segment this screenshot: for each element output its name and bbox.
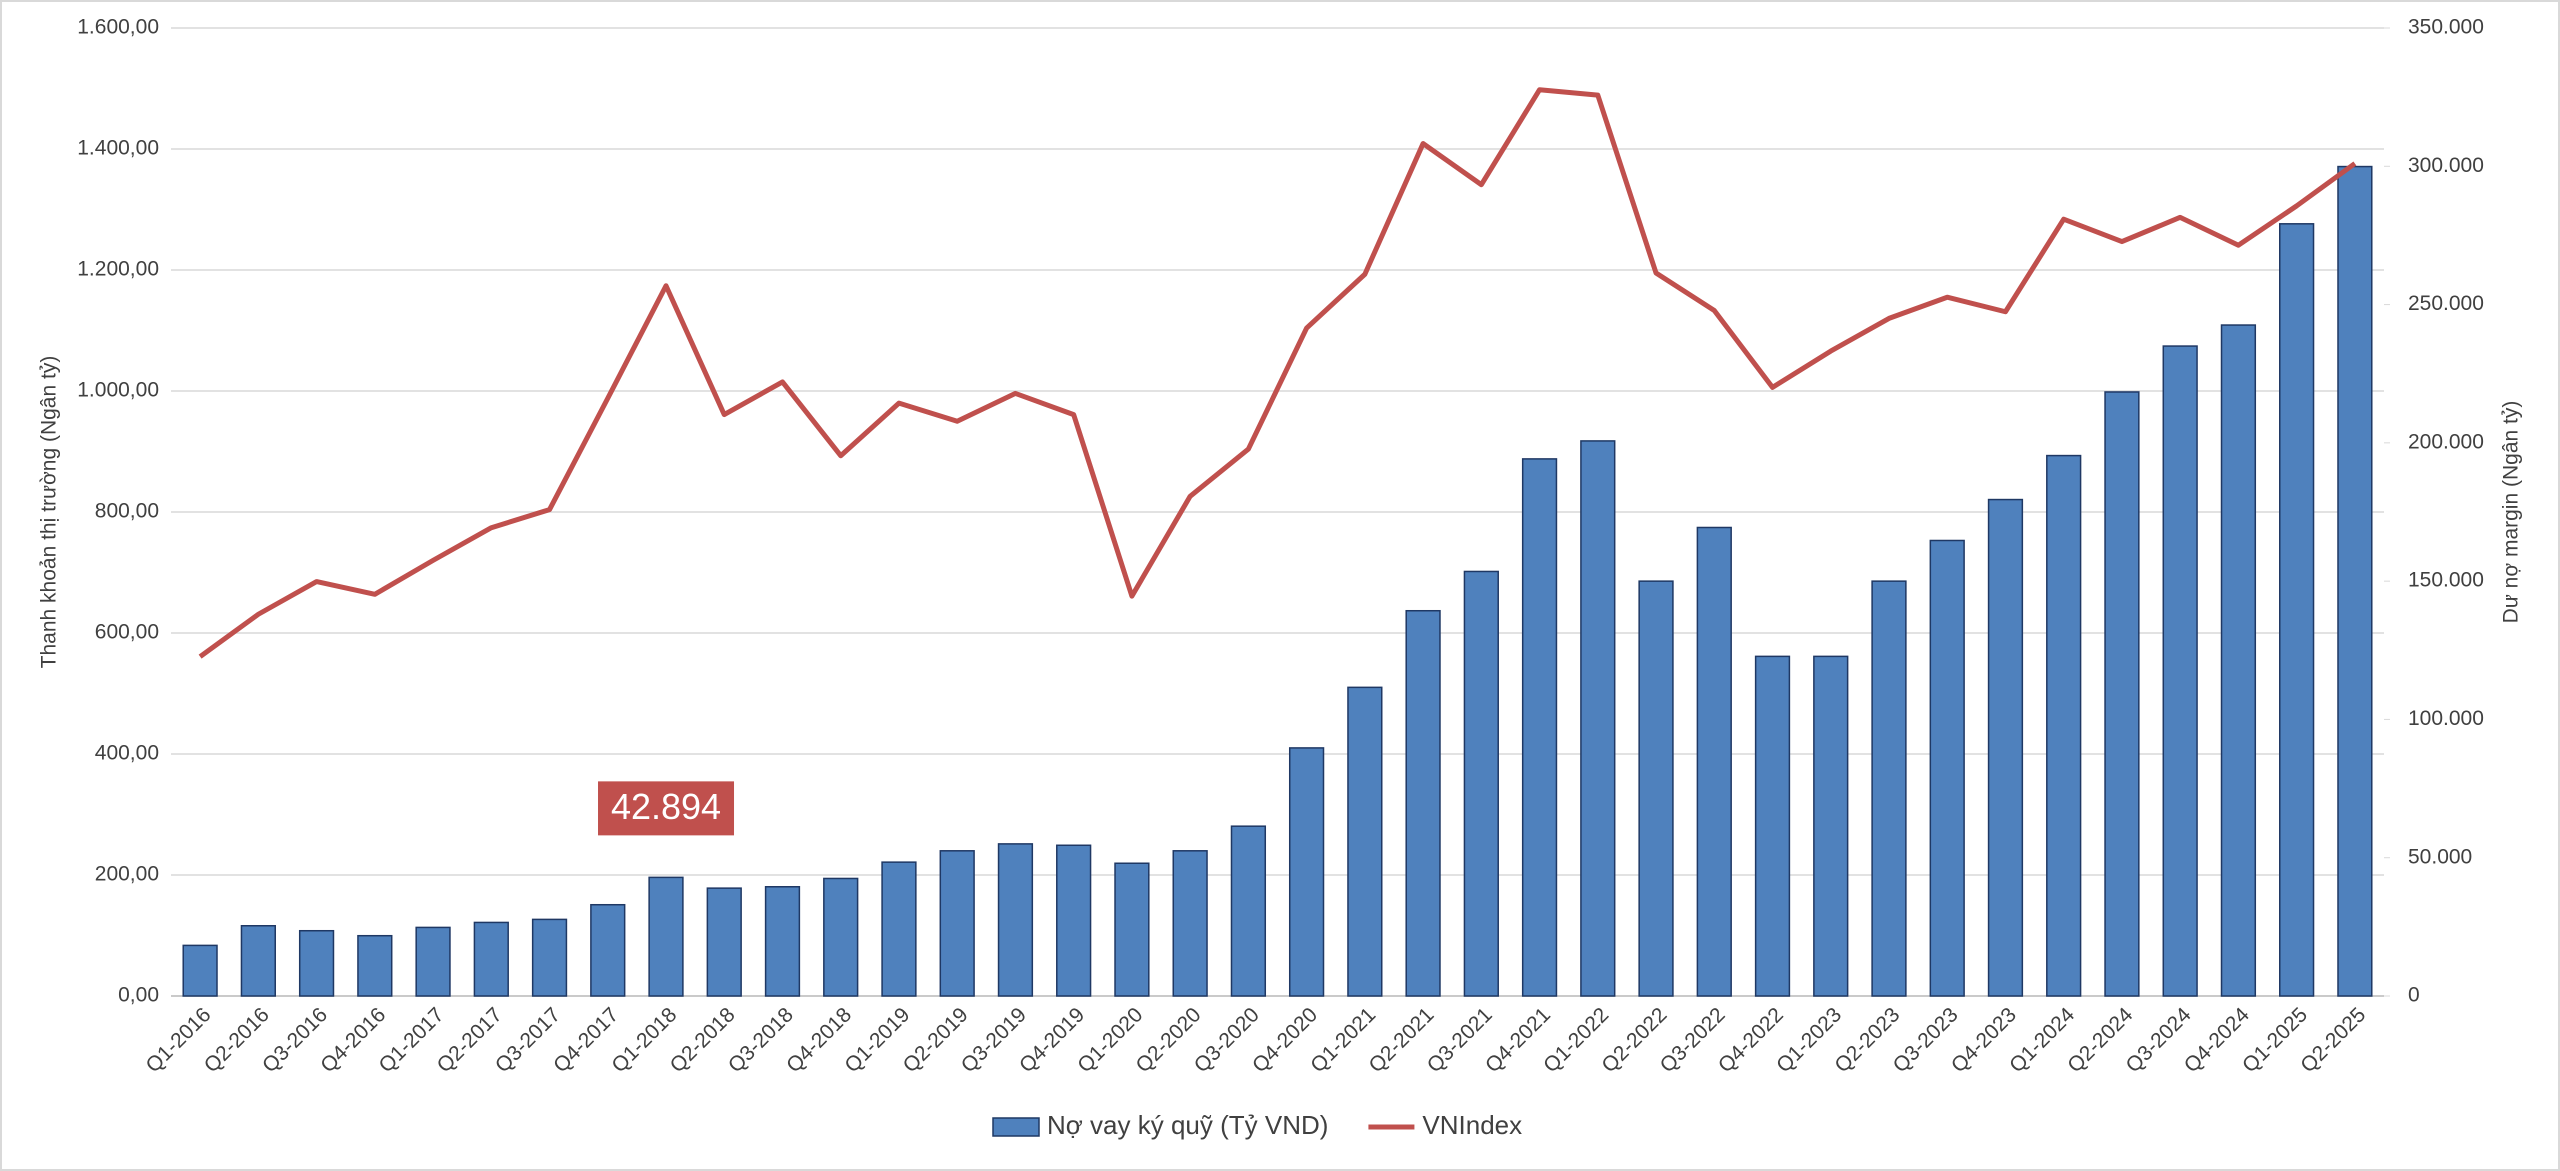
bar — [2046, 454, 2082, 997]
bar — [997, 843, 1034, 997]
bar — [473, 921, 509, 997]
bar — [298, 929, 335, 997]
bar — [1929, 539, 1965, 997]
legend-label: VNIndex — [1422, 1110, 1522, 1140]
y2-tick-label: 300.000 — [2408, 154, 2484, 177]
bar — [939, 850, 975, 997]
y-tick-label: 0,00 — [118, 984, 159, 1007]
bar — [1347, 686, 1383, 997]
data-label: 42.894 — [611, 786, 721, 827]
bar — [1696, 526, 1732, 997]
bar — [531, 918, 568, 997]
bar — [1230, 825, 1267, 997]
bar — [2104, 391, 2140, 997]
y-tick-label: 200,00 — [95, 863, 159, 886]
bar — [240, 925, 276, 997]
legend-label: Nợ vay ký quỹ (Tỷ VND) — [1047, 1110, 1328, 1140]
bar — [590, 903, 626, 997]
bar — [1638, 580, 1674, 997]
y-tick-label: 1.200,00 — [77, 258, 159, 281]
y2-tick-label: 350.000 — [2408, 16, 2484, 39]
bar — [881, 861, 917, 997]
legend-swatch — [992, 1117, 1040, 1137]
y-tick-label: 1.000,00 — [77, 379, 159, 402]
line — [198, 87, 2357, 659]
bar — [357, 934, 393, 997]
bar — [1405, 609, 1441, 997]
bar — [823, 877, 859, 997]
bar — [2220, 324, 2257, 997]
bar — [648, 876, 684, 997]
y-tick-label: 600,00 — [95, 621, 159, 644]
bar — [2279, 223, 2315, 997]
bar — [1288, 747, 1325, 997]
bar — [415, 926, 451, 997]
y-tick-label: 800,00 — [95, 500, 159, 523]
bar — [764, 886, 801, 997]
bar — [706, 887, 742, 997]
y2-tick-label: 200.000 — [2408, 430, 2484, 453]
bar — [1521, 458, 1558, 997]
bar — [1987, 498, 2024, 997]
bar — [1463, 570, 1499, 997]
data-label-box — [598, 781, 735, 836]
y-tick-label: 1.400,00 — [77, 137, 159, 160]
bar — [1056, 844, 1092, 997]
y2-tick-label: 150.000 — [2408, 569, 2484, 592]
bar — [2162, 345, 2198, 997]
y2-axis-title: Dư nợ margin (Ngân tỷ) — [2500, 401, 2523, 624]
y-tick-label: 400,00 — [95, 742, 159, 765]
y-axis-title: Thanh khoản thị trường (Ngân tỷ) — [38, 356, 61, 669]
y2-tick-label: 0 — [2408, 984, 2420, 1007]
bar — [1754, 655, 1791, 997]
y2-tick-label: 100.000 — [2408, 707, 2484, 730]
y-tick-label: 1.600,00 — [77, 16, 159, 39]
bar — [1114, 862, 1150, 997]
bar — [182, 944, 218, 997]
bar — [1172, 850, 1208, 997]
bar — [1813, 655, 1849, 997]
bar — [2337, 165, 2373, 997]
y2-tick-label: 250.000 — [2408, 292, 2484, 315]
bar — [1580, 440, 1616, 997]
y2-tick-label: 50.000 — [2408, 845, 2472, 868]
bar — [1871, 580, 1907, 997]
